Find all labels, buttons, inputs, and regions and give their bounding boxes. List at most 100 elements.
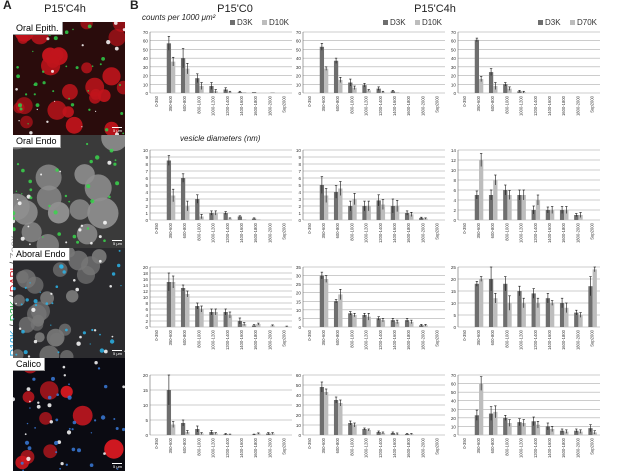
y-tick-label: 40: [451, 56, 457, 61]
chart-1-1: 0 10 20 30 40 50 60 70 0-350 350-600 600-800 800-10…: [143, 18, 292, 116]
y-tick-label: 18: [143, 271, 149, 276]
bar: [488, 195, 494, 220]
x-tick-label: 1200-1400: [533, 222, 538, 243]
bar: [227, 315, 233, 327]
bar: [535, 424, 541, 435]
y-tick-label: 20: [296, 413, 302, 418]
bar: [237, 216, 243, 220]
y-tick-label: 10: [451, 168, 457, 173]
x-tick-label: 1800-2000: [267, 329, 272, 350]
bar: [180, 58, 186, 93]
micrograph-label: Calico: [13, 358, 46, 371]
bar: [195, 78, 200, 93]
bar: [503, 417, 508, 435]
x-tick-label: 600-800: [182, 95, 187, 111]
y-tick-label: 2: [453, 208, 456, 213]
x-tick-label: 1000-1200: [519, 95, 524, 116]
bar: [574, 430, 579, 435]
y-tick-label: 6: [298, 176, 301, 181]
bar: [503, 190, 508, 220]
x-tick-label: Sup2000: [435, 222, 440, 239]
bar: [270, 92, 275, 93]
bar: [209, 213, 214, 220]
x-tick-label: 600-800: [182, 222, 187, 238]
y-tick-label: 20: [451, 416, 457, 421]
bar: [333, 400, 339, 435]
bar: [223, 312, 228, 327]
x-tick-label: 0-350: [154, 329, 159, 340]
x-tick-label: 350-600: [321, 329, 326, 345]
y-tick-label: 30: [296, 274, 302, 279]
x-tick-label: 1200-1400: [378, 222, 383, 243]
x-tick-label: Sup2000: [282, 437, 287, 454]
bar: [550, 429, 555, 435]
x-tick-label: 1200-1400: [533, 437, 538, 458]
chart-3-3: 0 5 10 15 20 25 0-350 350-600 600-800 800-1000 100…: [451, 265, 600, 350]
x-tick-label: 1200-1400: [378, 95, 383, 116]
x-tick-label: 600-800: [335, 222, 340, 238]
x-tick-label: 1000-1200: [364, 95, 369, 116]
bar: [195, 306, 200, 327]
x-tick-label: 1000-1200: [519, 222, 524, 243]
chart-1-2: 0 10 20 30 40 50 60 70 0-350 350-600 600-800 800-10…: [296, 18, 445, 116]
bar: [366, 90, 371, 93]
bar: [517, 422, 522, 435]
y-tick-label: 0: [145, 218, 148, 223]
x-tick-label: Sup2000: [590, 95, 595, 112]
scale-bar-label: 5 μm: [113, 464, 122, 469]
bar: [390, 320, 396, 327]
x-tick-label: 1000-1200: [519, 329, 524, 350]
bar: [319, 275, 325, 327]
scale-bar: [112, 127, 122, 128]
y-tick-label: 2: [145, 204, 148, 209]
y-tick-label: 10: [451, 82, 457, 87]
bar: [366, 316, 371, 327]
bar: [338, 294, 343, 327]
legend-label: D10K: [269, 18, 290, 27]
y-tick-label: 9: [298, 155, 301, 160]
y-tick-label: 14: [143, 283, 149, 288]
y-tick-label: 14: [451, 148, 457, 153]
chart-3-2: 0 5 10 15 20 25 30 35 0-350 350-600 600-800 800-100…: [296, 265, 445, 350]
bar: [338, 403, 343, 435]
scale-bar: [112, 240, 122, 241]
bar: [366, 206, 371, 220]
micrograph-label: Oral Endo: [13, 135, 61, 148]
y-tick-label: 4: [298, 190, 301, 195]
x-tick-label: 800-1000: [196, 222, 201, 240]
bar: [507, 88, 512, 93]
y-tick-label: 5: [145, 418, 148, 423]
y-tick-label: 0: [298, 91, 301, 96]
x-tick-label: 1200-1400: [378, 437, 383, 458]
y-tick-label: 0: [453, 433, 456, 438]
bar: [517, 291, 522, 327]
bar: [404, 213, 410, 220]
x-tick-label: 0-350: [462, 437, 467, 448]
x-tick-label: 1200-1400: [533, 95, 538, 116]
bar: [324, 68, 329, 93]
x-tick-label: 800-1000: [349, 329, 354, 347]
x-tick-label: 1000-1200: [211, 95, 216, 116]
x-tick-label: 350-600: [168, 222, 173, 238]
bar: [256, 324, 261, 327]
bar: [376, 200, 381, 220]
x-tick-label: 800-1000: [504, 222, 509, 240]
y-tick-label: 16: [143, 277, 149, 282]
bar: [474, 283, 480, 327]
bar: [559, 210, 565, 220]
x-tick-label: 1800-2000: [267, 95, 272, 116]
bar: [550, 210, 555, 220]
y-tick-label: 0: [453, 218, 456, 223]
panel-b-header-c4h: P15'C4h: [414, 3, 456, 15]
bar: [479, 79, 484, 93]
y-tick-label: 40: [296, 393, 302, 398]
x-tick-label: 600-800: [490, 222, 495, 238]
y-axis-note: counts per 1000 μm²: [142, 13, 216, 22]
bar: [362, 206, 367, 220]
bar: [493, 411, 498, 435]
bar: [488, 413, 494, 435]
legend-swatch: [262, 20, 267, 25]
x-tick-label: 800-1000: [196, 95, 201, 113]
y-tick-label: 10: [296, 82, 302, 87]
bar: [409, 214, 414, 220]
